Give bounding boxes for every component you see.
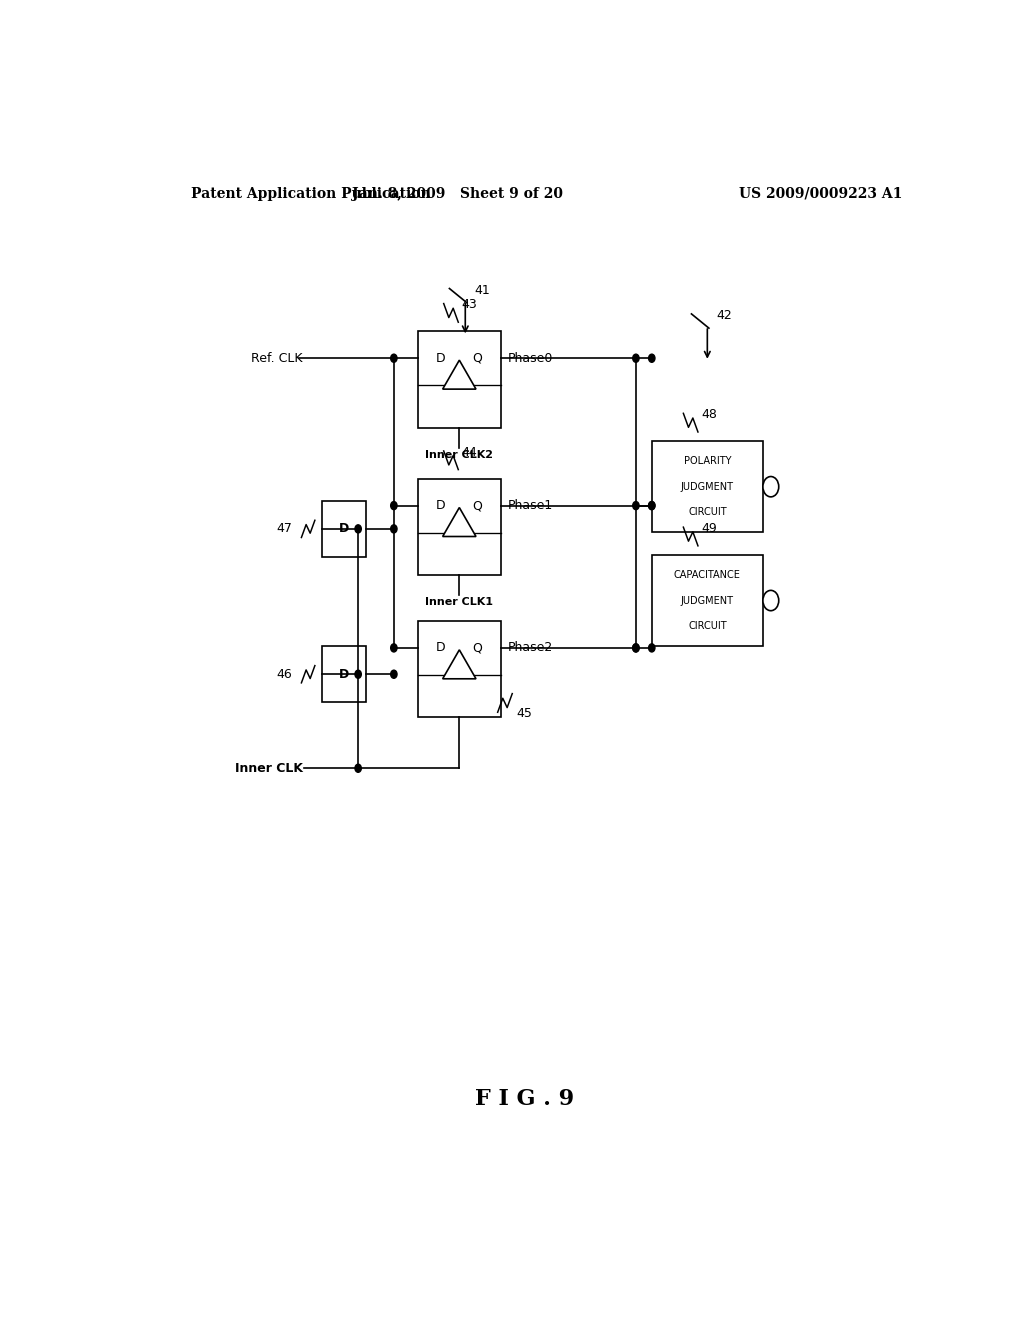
Text: Inner CLK1: Inner CLK1 [425,598,494,607]
Text: POLARITY: POLARITY [684,457,731,466]
Text: Inner CLK2: Inner CLK2 [425,450,494,461]
Bar [418,479,501,576]
Text: D: D [339,668,349,681]
Text: 41: 41 [475,284,490,297]
Text: 47: 47 [276,523,292,536]
Circle shape [633,502,639,510]
Circle shape [633,644,639,652]
Text: Inner CLK: Inner CLK [236,762,303,775]
Bar [323,647,367,702]
Circle shape [391,671,397,678]
Text: Q: Q [473,351,482,364]
Text: Q: Q [473,642,482,655]
Polygon shape [442,649,476,678]
Circle shape [391,502,397,510]
Text: Phase2: Phase2 [507,642,553,655]
Text: 43: 43 [461,298,477,312]
Text: F I G . 9: F I G . 9 [475,1088,574,1110]
Text: Phase0: Phase0 [507,351,553,364]
Text: CIRCUIT: CIRCUIT [688,622,727,631]
Circle shape [648,644,655,652]
Circle shape [391,525,397,533]
Circle shape [648,354,655,362]
Text: 42: 42 [717,309,732,322]
Text: JUDGMENT: JUDGMENT [681,595,734,606]
Text: Ref. CLK: Ref. CLK [251,351,302,364]
Text: Q: Q [473,499,482,512]
Text: 44: 44 [461,446,477,458]
Text: 48: 48 [701,408,717,421]
Polygon shape [442,360,476,389]
Circle shape [648,502,655,510]
Text: D: D [436,642,445,655]
Circle shape [391,354,397,362]
Bar [418,620,501,718]
Text: D: D [339,523,349,536]
Text: JUDGMENT: JUDGMENT [681,482,734,491]
Circle shape [648,502,655,510]
Bar [652,554,763,647]
Bar [418,331,501,428]
Text: 49: 49 [701,521,717,535]
Bar [652,441,763,532]
Text: Jan. 8, 2009   Sheet 9 of 20: Jan. 8, 2009 Sheet 9 of 20 [352,187,563,201]
Text: CIRCUIT: CIRCUIT [688,507,727,517]
Text: 46: 46 [276,668,292,681]
Text: 45: 45 [517,706,532,719]
Circle shape [355,764,361,772]
Circle shape [355,525,361,533]
Text: US 2009/0009223 A1: US 2009/0009223 A1 [739,187,902,201]
Circle shape [633,354,639,362]
Circle shape [355,671,361,678]
Text: Phase1: Phase1 [507,499,553,512]
Circle shape [763,477,779,496]
Text: D: D [436,499,445,512]
Text: D: D [436,351,445,364]
Circle shape [633,644,639,652]
Polygon shape [442,507,476,536]
Circle shape [763,590,779,611]
Circle shape [391,644,397,652]
Text: Patent Application Publication: Patent Application Publication [191,187,431,201]
Text: CAPACITANCE: CAPACITANCE [674,570,740,579]
Bar [323,500,367,557]
